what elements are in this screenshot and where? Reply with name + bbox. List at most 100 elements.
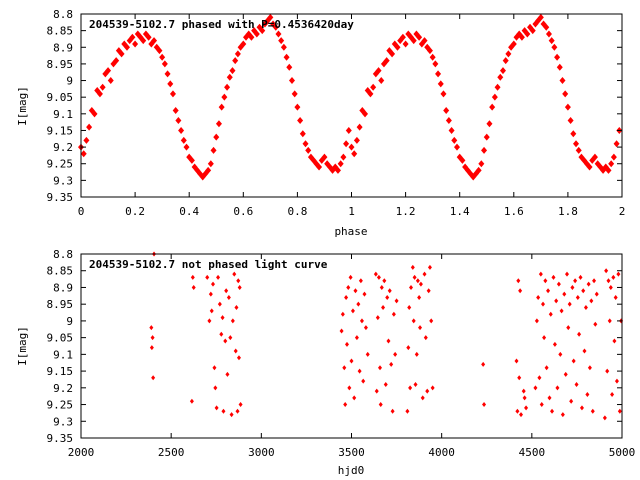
- phased-y-axis-label: I[mag]: [16, 86, 29, 126]
- phased-data-point: [291, 90, 298, 98]
- phased-y-tick-label: 9.3: [53, 174, 73, 187]
- phased-data-point: [559, 77, 566, 85]
- phased-data-point: [562, 90, 569, 98]
- phased-data-point: [172, 106, 179, 114]
- unphased-data-point: [593, 321, 598, 327]
- phased-data-point: [132, 40, 139, 48]
- unphased-data-point: [405, 408, 410, 414]
- phased-data-point: [545, 30, 552, 38]
- phased-data-point: [567, 116, 574, 124]
- unphased-data-point: [515, 408, 520, 414]
- phased-data-point: [475, 166, 482, 174]
- unphased-data-point: [407, 305, 412, 311]
- phased-data-point: [161, 60, 168, 68]
- phased-data-point: [570, 130, 577, 138]
- unphased-data-point: [212, 365, 217, 371]
- phased-y-tick-label: 9.25: [47, 158, 74, 171]
- unphased-y-tick-label: 9.15: [47, 365, 74, 378]
- unphased-data-point: [220, 315, 225, 321]
- phased-data-point: [286, 63, 293, 71]
- unphased-data-point: [386, 338, 391, 344]
- phased-y-tick-label: 9.05: [47, 91, 74, 104]
- phased-light-curve-panel: 8.8 8.85 8.9 8.95 9 9.05 9.1 9.15 9.2 9.25 9.3 9.35…: [16, 8, 625, 238]
- phased-data-point: [316, 163, 323, 171]
- unphased-data-point: [229, 412, 234, 418]
- phased-data-point: [389, 50, 396, 58]
- unphased-data-point: [592, 278, 597, 284]
- unphased-data-point: [551, 274, 556, 280]
- unphased-data-point: [429, 318, 434, 324]
- unphased-data-point: [582, 348, 587, 354]
- unphased-data-point: [365, 351, 370, 357]
- unphased-data-point: [150, 335, 155, 341]
- phased-data-point: [505, 50, 512, 58]
- unphased-data-point: [382, 278, 387, 284]
- phased-data-point: [334, 166, 341, 174]
- unphased-data-point: [559, 308, 564, 314]
- unphased-y-tick-label: 9: [66, 315, 73, 328]
- unphased-y-tick-label: 8.8: [53, 248, 73, 261]
- unphased-data-point: [151, 375, 156, 381]
- unphased-data-point: [228, 335, 233, 341]
- unphased-data-point: [219, 331, 224, 337]
- phased-data-point: [210, 146, 217, 154]
- unphased-data-point: [211, 281, 216, 287]
- unphased-data-point: [575, 294, 580, 300]
- phased-data-point: [445, 116, 452, 124]
- unphased-data-point: [340, 311, 345, 317]
- phased-data-point: [610, 153, 617, 161]
- phased-data-point: [118, 50, 125, 58]
- phased-y-tick-label: 8.95: [47, 58, 74, 71]
- phased-data-point: [159, 53, 166, 61]
- phased-x-axis-label: phase: [334, 225, 367, 238]
- unphased-y-tick-label: 8.9: [53, 281, 73, 294]
- unphased-data-point: [347, 385, 352, 391]
- phased-y-tick-label: 8.9: [53, 41, 73, 54]
- phased-data-point: [213, 133, 220, 141]
- phased-data-point: [378, 77, 385, 85]
- phased-x-tick-label: 1.8: [558, 205, 578, 218]
- phased-data-point: [489, 103, 496, 111]
- phased-data-point: [299, 130, 306, 138]
- unphased-data-point: [518, 288, 523, 294]
- unphased-data-point: [213, 385, 218, 391]
- unphased-data-point: [339, 328, 344, 334]
- unphased-data-point: [409, 284, 414, 290]
- phased-data-point: [510, 40, 517, 48]
- unphased-data-point: [579, 405, 584, 411]
- phased-data-point: [280, 43, 287, 51]
- unphased-y-tick-label: 9.05: [47, 332, 74, 345]
- unphased-data-point: [563, 371, 568, 377]
- unphased-data-point: [344, 341, 349, 347]
- unphased-data-point: [379, 284, 384, 290]
- phased-data-point: [96, 90, 103, 98]
- unphased-data-point: [346, 284, 351, 290]
- phased-data-point: [394, 43, 401, 51]
- unphased-data-point: [574, 381, 579, 387]
- unphased-data-point: [408, 385, 413, 391]
- unphased-x-tick-label: 2500: [158, 446, 185, 459]
- phased-data-point: [448, 126, 455, 134]
- unphased-y-tick-label: 9.2: [53, 382, 73, 395]
- unphased-data-point: [617, 408, 622, 414]
- phased-data-point: [207, 160, 214, 168]
- phased-data-point: [129, 33, 136, 41]
- unphased-data-point: [605, 368, 610, 374]
- unphased-data-point: [391, 311, 396, 317]
- unphased-data-point: [387, 288, 392, 294]
- unphased-data-point: [543, 278, 548, 284]
- phased-y-tick-label: 9.15: [47, 124, 74, 137]
- unphased-data-point: [590, 408, 595, 414]
- phased-data-point: [435, 70, 442, 78]
- unphased-axis-ticks: 8.8 8.85 8.9 8.95 9 9.05 9.1 9.15 9.2 9.25 9.3 9.35…: [47, 248, 636, 459]
- phased-data-point: [297, 116, 304, 124]
- unphased-data-point: [412, 274, 417, 280]
- unphased-data-point: [418, 281, 423, 287]
- phased-data-point: [451, 136, 458, 144]
- phased-data-point: [140, 37, 147, 45]
- unphased-data-point: [344, 294, 349, 300]
- unphased-data-point: [589, 298, 594, 304]
- unphased-data-point: [566, 325, 571, 331]
- phased-data-point: [232, 57, 239, 65]
